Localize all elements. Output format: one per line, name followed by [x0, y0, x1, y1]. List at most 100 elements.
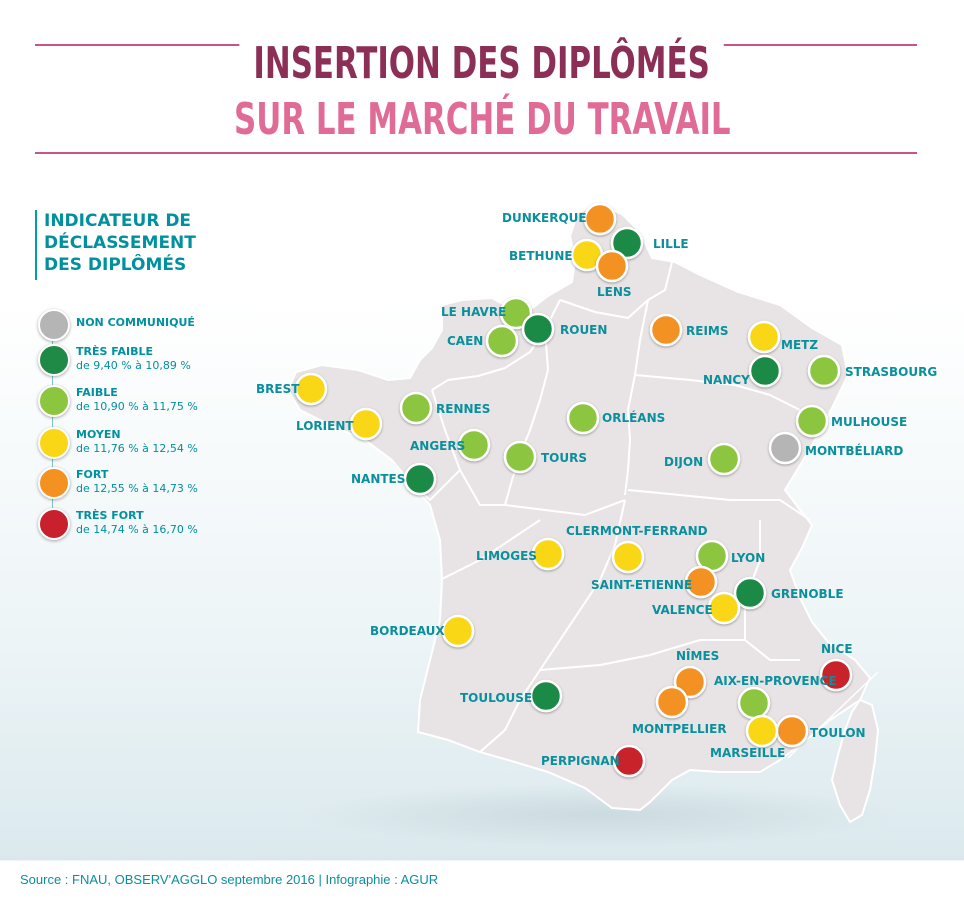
city-label-nice: NICE — [821, 642, 853, 656]
city-label-dijon: DIJON — [664, 455, 703, 469]
france-mainland — [286, 203, 872, 812]
legend-label: TRÈS FAIBLE — [76, 345, 154, 358]
city-dot-nancy — [748, 354, 782, 388]
city-dot-nice — [819, 658, 853, 692]
city-label-bordeaux: BORDEAUX — [370, 624, 445, 638]
city-dot-toulon — [775, 714, 809, 748]
city-label-rennes: RENNES — [436, 402, 490, 416]
legend-label: FORT — [76, 468, 109, 481]
city-marker-toulouse: TOULOUSE — [460, 679, 563, 713]
city-marker-angers: ANGERS — [410, 428, 491, 462]
city-dot-rennes — [399, 391, 433, 425]
city-dot-montpellier — [655, 685, 689, 719]
france-map: DUNKERQUE LILLE BETHUNE LENS LE HAVRE ROUEN CA… — [256, 202, 937, 847]
city-marker-bordeaux: BORDEAUX — [370, 614, 475, 648]
legend-swatch-yellow — [38, 427, 70, 459]
source-credit: Source : FNAU, OBSERV'AGGLO septembre 20… — [20, 872, 439, 887]
legend-title-line: DÉCLASSEMENT — [44, 233, 196, 253]
city-label-lille: LILLE — [653, 237, 689, 251]
city-label-valence: VALENCE — [652, 603, 713, 617]
legend-range: de 11,76 % à 12,54 % — [76, 442, 198, 455]
city-label-toulon: TOULON — [810, 726, 866, 740]
city-label-strasbourg: STRASBOURG — [845, 365, 937, 379]
city-marker-brest: BREST — [256, 372, 328, 406]
city-marker-strasbourg: STRASBOURG — [807, 354, 937, 388]
city-marker-nimes: NÎMES — [673, 648, 719, 699]
city-dot-montbeliard — [768, 431, 802, 465]
legend-swatch-red — [38, 508, 70, 540]
city-dot-lens — [595, 249, 629, 283]
legend-connector — [52, 325, 53, 525]
city-dot-toulouse — [529, 679, 563, 713]
city-label-aix-en-provence: AIX-EN-PROVENCE — [714, 674, 837, 688]
city-dot-valence — [707, 591, 741, 625]
legend-range: de 9,40 % à 10,89 % — [76, 359, 191, 372]
legend-label: MOYEN — [76, 428, 121, 441]
title-rule-bottom — [35, 152, 917, 154]
city-dot-reims — [649, 313, 683, 347]
region-borders — [409, 261, 811, 753]
city-label-perpignan: PERPIGNAN — [541, 754, 620, 768]
city-label-bethune: BETHUNE — [509, 249, 573, 263]
city-label-toulouse: TOULOUSE — [460, 691, 532, 705]
city-marker-nantes: NANTES — [351, 462, 437, 496]
city-marker-perpignan: PERPIGNAN — [541, 744, 646, 778]
legend-swatch-orange — [38, 467, 70, 499]
legend-title: INDICATEUR DE DÉCLASSEMENT DES DIPLÔMÉS — [35, 210, 244, 280]
city-label-montbeliard: MONTBÉLIARD — [805, 443, 903, 458]
city-label-dunkerque: DUNKERQUE — [502, 211, 587, 225]
city-dot-mulhouse — [795, 404, 829, 438]
legend-label: NON COMMUNIQUÉ — [76, 316, 195, 329]
city-marker-saint-etienne: SAINT-ETIENNE — [591, 565, 718, 599]
city-marker-grenoble: GRENOBLE — [733, 576, 844, 610]
city-label-caen: CAEN — [447, 334, 483, 348]
city-marker-clermont-ferrand: CLERMONT-FERRAND — [566, 524, 708, 574]
city-marker-dijon: DIJON — [664, 442, 741, 476]
legend-swatch-grey — [38, 309, 70, 341]
city-marker-nice: NICE — [819, 642, 853, 692]
city-marker-dunkerque: DUNKERQUE — [502, 202, 617, 236]
city-marker-rennes: RENNES — [399, 391, 490, 425]
city-label-rouen: ROUEN — [560, 323, 607, 337]
city-dot-le-havre — [499, 296, 533, 330]
city-marker-lorient: LORIENT — [296, 407, 383, 441]
city-dot-dijon — [707, 442, 741, 476]
city-marker-limoges: LIMOGES — [476, 537, 565, 571]
city-label-mulhouse: MULHOUSE — [831, 415, 907, 429]
city-label-orleans: ORLÉANS — [602, 410, 665, 425]
city-marker-metz: METZ — [747, 320, 818, 354]
city-marker-valence: VALENCE — [652, 591, 741, 625]
legend-range: de 14,74 % à 16,70 % — [76, 523, 198, 536]
city-label-lens: LENS — [597, 285, 632, 299]
city-dot-aix-en-provence — [737, 686, 771, 720]
city-marker-le-havre: LE HAVRE — [441, 296, 533, 330]
city-marker-montbeliard: MONTBÉLIARD — [768, 431, 903, 465]
city-dot-lorient — [349, 407, 383, 441]
city-marker-mulhouse: MULHOUSE — [795, 404, 907, 438]
legend-range: de 12,55 % à 14,73 % — [76, 482, 198, 495]
city-label-limoges: LIMOGES — [476, 549, 537, 563]
city-dot-perpignan — [612, 744, 646, 778]
city-label-nantes: NANTES — [351, 472, 405, 486]
city-dot-tours — [503, 440, 537, 474]
city-marker-aix-en-provence: AIX-EN-PROVENCE — [714, 674, 837, 720]
city-dot-rouen — [521, 312, 555, 346]
city-label-nimes: NÎMES — [676, 648, 719, 663]
legend-range: de 10,90 % à 11,75 % — [76, 400, 198, 413]
city-dot-clermont-ferrand — [611, 540, 645, 574]
title-line-1: INSERTION DES DIPLÔMÉS — [0, 42, 964, 86]
city-dot-marseille — [745, 714, 779, 748]
cities-layer: DUNKERQUE LILLE BETHUNE LENS LE HAVRE ROUEN CA… — [256, 202, 937, 778]
city-dot-angers — [457, 428, 491, 462]
map-shadow — [300, 783, 900, 847]
legend-title-line: DES DIPLÔMÉS — [44, 255, 187, 275]
city-dot-grenoble — [733, 576, 767, 610]
city-marker-bethune: BETHUNE — [509, 238, 604, 272]
city-label-montpellier: MONTPELLIER — [632, 722, 727, 736]
city-dot-limoges — [531, 537, 565, 571]
legend-swatch-light-green — [38, 385, 70, 417]
city-label-lorient: LORIENT — [296, 419, 354, 433]
city-label-clermont-ferrand: CLERMONT-FERRAND — [566, 524, 708, 538]
city-dot-bordeaux — [441, 614, 475, 648]
city-marker-lyon: LYON — [695, 539, 765, 573]
